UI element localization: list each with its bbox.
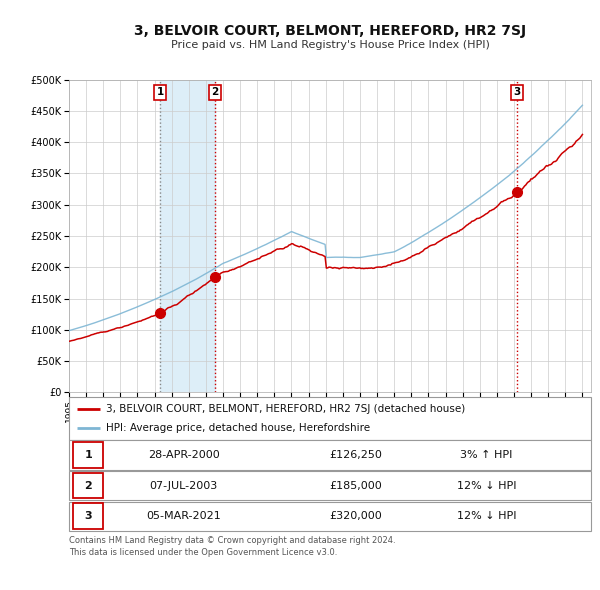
FancyBboxPatch shape: [69, 440, 591, 470]
FancyBboxPatch shape: [69, 397, 591, 440]
Text: 12% ↓ HPI: 12% ↓ HPI: [457, 481, 517, 490]
Text: HPI: Average price, detached house, Herefordshire: HPI: Average price, detached house, Here…: [106, 423, 370, 433]
FancyBboxPatch shape: [69, 471, 591, 500]
Text: Price paid vs. HM Land Registry's House Price Index (HPI): Price paid vs. HM Land Registry's House …: [170, 40, 490, 50]
Text: 3, BELVOIR COURT, BELMONT, HEREFORD, HR2 7SJ: 3, BELVOIR COURT, BELMONT, HEREFORD, HR2…: [134, 24, 526, 38]
Text: 12% ↓ HPI: 12% ↓ HPI: [457, 512, 517, 521]
Bar: [160, 80, 215, 392]
FancyBboxPatch shape: [69, 502, 591, 531]
Text: 2: 2: [85, 481, 92, 490]
Text: 3: 3: [514, 87, 521, 97]
Text: 07-JUL-2003: 07-JUL-2003: [150, 481, 218, 490]
FancyBboxPatch shape: [73, 442, 103, 468]
Text: Contains HM Land Registry data © Crown copyright and database right 2024.
This d: Contains HM Land Registry data © Crown c…: [69, 536, 395, 557]
Text: £185,000: £185,000: [330, 481, 382, 490]
Text: 3: 3: [85, 512, 92, 521]
Text: 3% ↑ HPI: 3% ↑ HPI: [460, 450, 513, 460]
Text: £126,250: £126,250: [329, 450, 383, 460]
Text: 28-APR-2000: 28-APR-2000: [148, 450, 220, 460]
Text: 05-MAR-2021: 05-MAR-2021: [146, 512, 221, 521]
FancyBboxPatch shape: [73, 503, 103, 529]
Text: 3, BELVOIR COURT, BELMONT, HEREFORD, HR2 7SJ (detached house): 3, BELVOIR COURT, BELMONT, HEREFORD, HR2…: [106, 404, 465, 414]
Text: 1: 1: [157, 87, 164, 97]
FancyBboxPatch shape: [73, 473, 103, 499]
Text: £320,000: £320,000: [330, 512, 382, 521]
Text: 2: 2: [211, 87, 218, 97]
Text: 1: 1: [85, 450, 92, 460]
